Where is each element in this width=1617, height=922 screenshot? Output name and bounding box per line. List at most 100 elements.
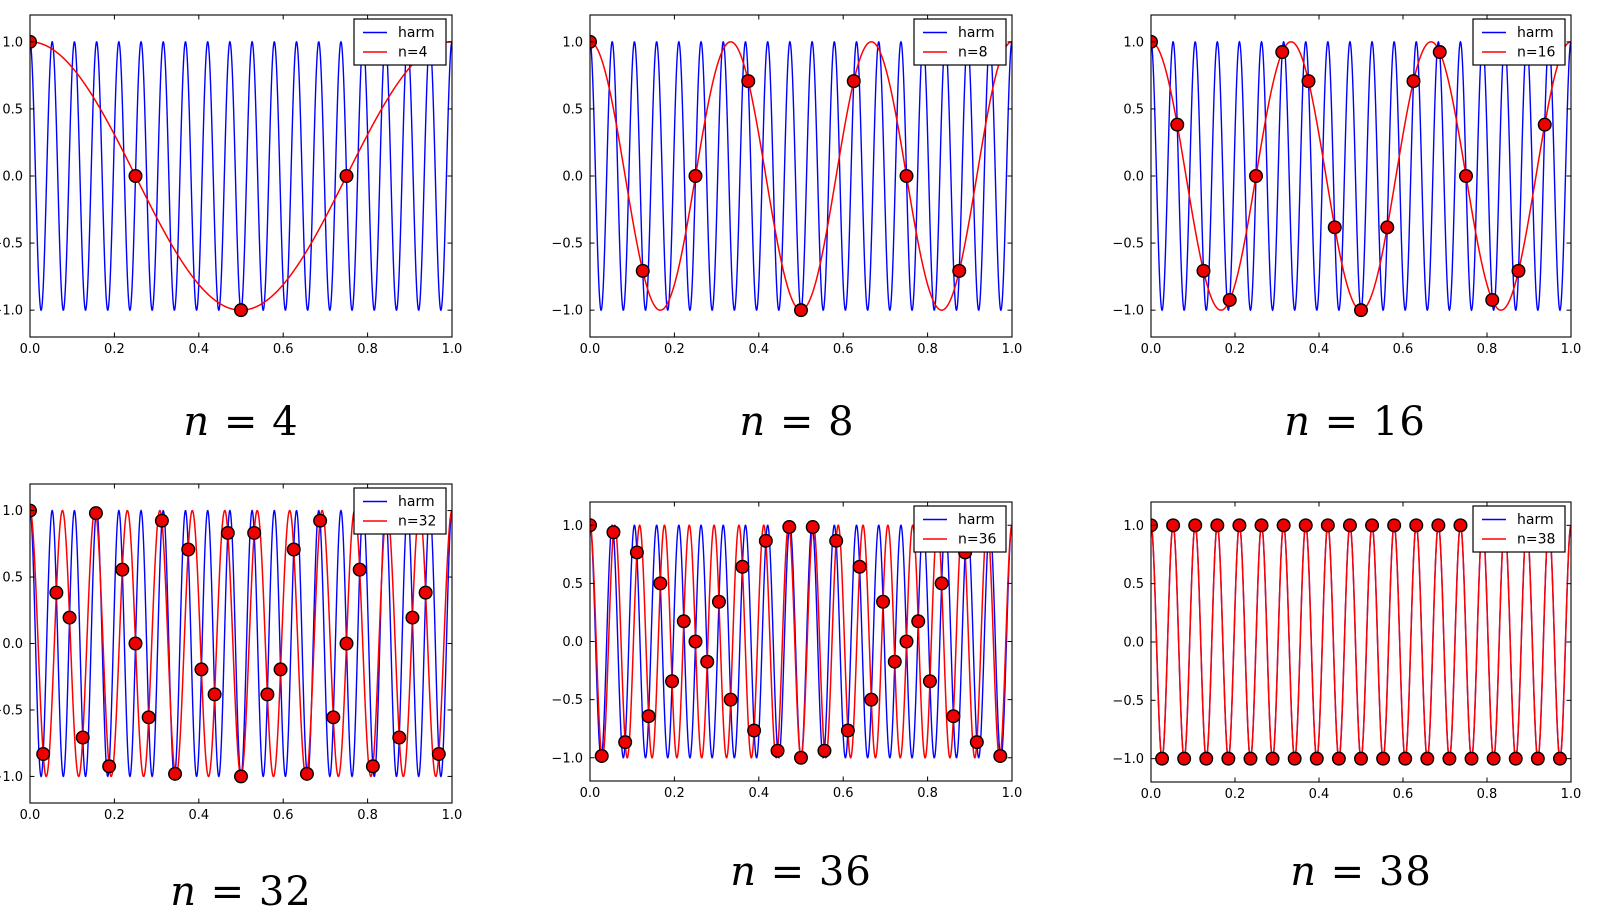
sample-dot <box>1248 168 1263 183</box>
sample-dot <box>711 594 726 609</box>
x-tick-label: 0.6 <box>1393 342 1414 357</box>
sample-dot <box>700 654 715 669</box>
sample-dot <box>1199 751 1214 766</box>
y-tick-label: −1.0 <box>0 304 23 319</box>
legend-label-harm: harm <box>398 494 435 510</box>
x-tick-label: 0.8 <box>917 342 938 357</box>
sample-dot <box>1398 751 1413 766</box>
sample-dot <box>273 662 288 677</box>
sample-dot <box>1331 751 1346 766</box>
y-axis: 1.0 0.5 0.0 −0.5 −1.0 <box>0 35 452 319</box>
legend-label-harm: harm <box>398 25 435 41</box>
x-tick-label: 0.6 <box>273 808 294 823</box>
legend-label-alias: n=38 <box>1517 532 1555 548</box>
sample-dot <box>1177 751 1192 766</box>
sample-dot <box>115 562 130 577</box>
subplot-n16: 0.0 0.2 0.4 0.6 0.8 1.0 1.0 0.5 0.0 −0.5 −1.0 harm n… <box>1112 14 1581 357</box>
sample-dot <box>829 533 844 548</box>
x-tick-label: 0.0 <box>20 342 41 357</box>
sample-dot <box>1275 45 1290 60</box>
sample-dot <box>741 74 756 89</box>
sample-dot <box>946 709 961 724</box>
sample-dot <box>688 634 703 649</box>
y-tick-label: −0.5 <box>1112 237 1144 252</box>
sample-dot <box>326 710 341 725</box>
sample-dot <box>339 168 354 183</box>
sample-dot <box>247 525 262 540</box>
sample-dot <box>62 610 77 625</box>
y-tick-label: 1.0 <box>562 519 583 534</box>
sample-dot <box>1298 518 1313 533</box>
y-tick-label: 0.5 <box>562 102 583 117</box>
legend-label-harm: harm <box>1517 512 1554 528</box>
x-tick-label: 1.0 <box>1002 342 1023 357</box>
sample-dot <box>782 520 797 535</box>
sample-dot <box>1432 45 1447 60</box>
axes-background <box>590 15 1012 337</box>
subplot-n38: 0.0 0.2 0.4 0.6 0.8 1.0 1.0 0.5 0.0 −0.5 −1.0 harm n… <box>1112 501 1581 802</box>
sample-dot <box>846 74 861 89</box>
sample-dot <box>431 747 446 762</box>
legend-label-alias: n=4 <box>398 45 428 61</box>
sample-dot <box>1166 518 1181 533</box>
x-tick-label: 0.4 <box>748 786 769 801</box>
sample-dot <box>1387 518 1402 533</box>
y-tick-label: −0.5 <box>551 237 583 252</box>
sample-dot <box>758 533 773 548</box>
sample-dot <box>49 585 64 600</box>
x-tick-label: 0.0 <box>1141 342 1162 357</box>
sample-dot <box>154 513 169 528</box>
sample-dot <box>220 525 235 540</box>
sample-dot <box>392 730 407 745</box>
sample-dot <box>1376 751 1391 766</box>
sample-dot <box>1210 518 1225 533</box>
legend: harm n=4 <box>353 18 447 66</box>
x-tick-label: 0.0 <box>580 342 601 357</box>
sample-dot <box>1406 74 1421 89</box>
sample-dot <box>1464 751 1479 766</box>
sample-dot <box>102 759 117 774</box>
x-axis: 0.0 0.2 0.4 0.6 0.8 1.0 <box>20 15 462 357</box>
sample-dot <box>1222 292 1237 307</box>
x-tick-label: 0.2 <box>104 808 125 823</box>
sample-dot <box>653 576 668 591</box>
sample-dot <box>1188 518 1203 533</box>
y-tick-label: 0.5 <box>2 102 23 117</box>
x-tick-label: 0.0 <box>1141 787 1162 802</box>
y-tick-label: −1.0 <box>551 751 583 766</box>
sample-dot <box>1221 751 1236 766</box>
sample-dot <box>629 545 644 560</box>
y-tick-label: −1.0 <box>1112 304 1144 319</box>
legend-label-alias: n=32 <box>398 514 436 530</box>
sample-dot <box>128 636 143 651</box>
legend-box <box>1472 18 1566 66</box>
sample-points <box>1151 34 1552 318</box>
legend: harm n=8 <box>913 18 1007 66</box>
sample-dot <box>1320 518 1335 533</box>
sample-dot <box>194 662 209 677</box>
legend-label-alias: n=36 <box>958 532 997 548</box>
sample-dot <box>635 263 650 278</box>
legend-label-alias: n=16 <box>1517 45 1556 61</box>
sample-dot <box>1442 751 1457 766</box>
sample-dot <box>1243 751 1258 766</box>
sample-dot <box>1301 74 1316 89</box>
y-tick-label: 1.0 <box>2 504 23 519</box>
sample-dot <box>418 585 433 600</box>
sample-dot <box>899 168 914 183</box>
y-tick-label: −0.5 <box>1112 694 1144 709</box>
y-axis: 1.0 0.5 0.0 −0.5 −1.0 <box>1112 35 1571 319</box>
y-tick-label: 0.0 <box>562 635 583 650</box>
caption-n16: n = 16 <box>1284 399 1426 445</box>
subplot-n8: 0.0 0.2 0.4 0.6 0.8 1.0 1.0 0.5 0.0 −0.5 −1.0 harm n… <box>551 14 1023 357</box>
x-tick-label: 0.8 <box>917 786 938 801</box>
legend-label-harm: harm <box>958 512 995 528</box>
axes-background <box>30 15 452 337</box>
sample-dot <box>286 542 301 557</box>
sample-dot <box>168 766 183 781</box>
sample-dot <box>993 748 1008 763</box>
y-tick-label: 1.0 <box>1123 519 1144 534</box>
sample-points <box>590 34 967 318</box>
legend: harm n=32 <box>353 487 447 535</box>
